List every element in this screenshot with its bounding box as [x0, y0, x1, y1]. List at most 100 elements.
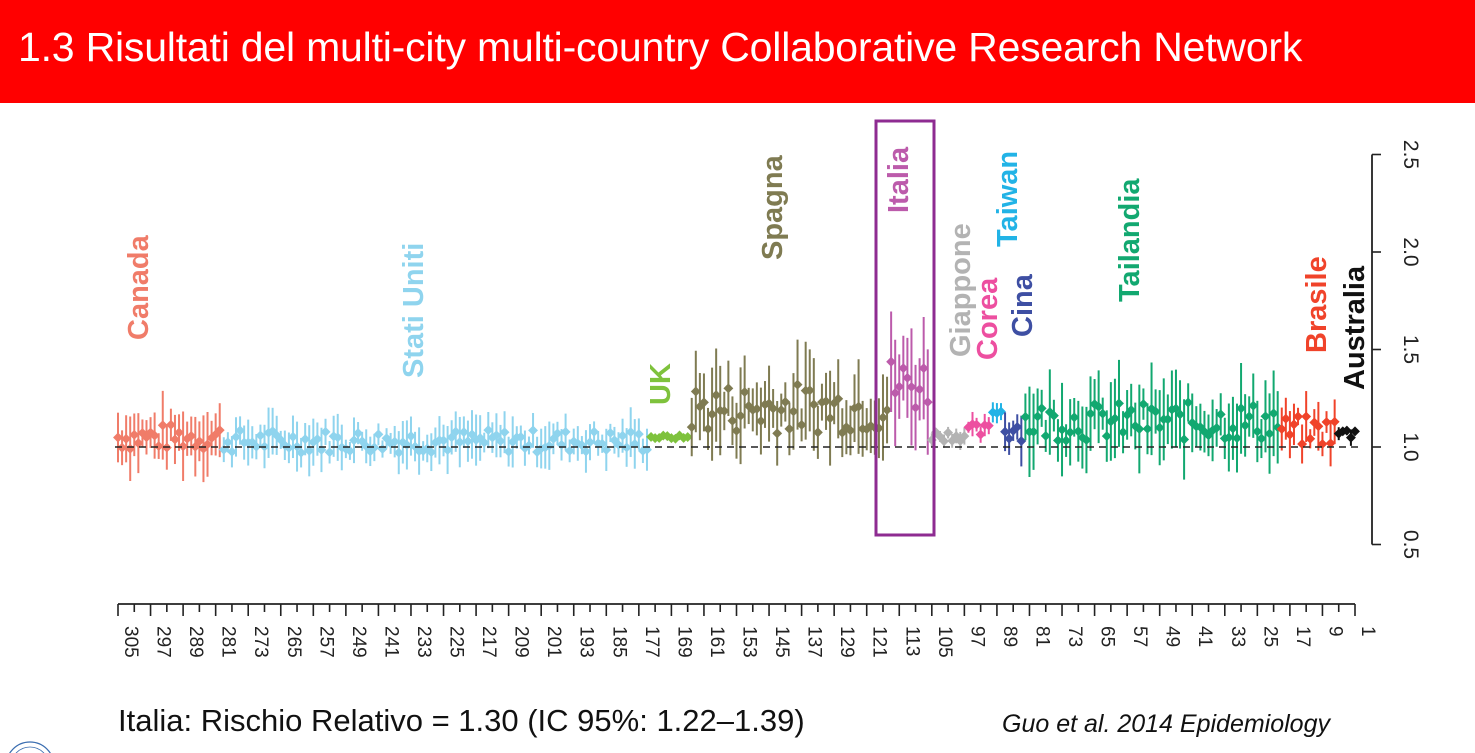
point-estimate	[1154, 422, 1165, 433]
point-estimate	[910, 402, 921, 413]
point-estimate	[1081, 435, 1092, 445]
point-estimate	[149, 430, 160, 441]
point-estimate	[544, 440, 555, 451]
point-estimate	[1329, 416, 1340, 427]
point-estimate	[462, 436, 473, 447]
x-tick-label: 97	[966, 626, 987, 647]
point-estimate	[833, 393, 844, 404]
point-estimate	[585, 437, 595, 448]
point-estimate	[698, 397, 709, 408]
point-estimate	[283, 442, 294, 453]
point-estimate	[1000, 426, 1011, 437]
x-tick-label: 153	[739, 626, 760, 658]
point-estimate	[1264, 428, 1275, 439]
point-estimate	[1114, 398, 1124, 409]
point-estimate	[690, 386, 701, 397]
point-estimate	[1284, 429, 1295, 440]
x-tick-label: 169	[673, 626, 694, 658]
point-estimate	[1325, 438, 1336, 449]
x-tick-label: 257	[315, 626, 336, 658]
point-estimate	[515, 432, 526, 442]
point-estimate	[1093, 401, 1104, 412]
country-label-brasile: Brasile	[1301, 256, 1333, 353]
italia-highlight-box	[874, 119, 936, 537]
point-estimate	[882, 405, 893, 415]
point-estimate	[1211, 422, 1222, 433]
point-estimate	[178, 441, 189, 452]
point-estimate	[1138, 399, 1149, 410]
x-tick-label: 145	[771, 626, 792, 658]
point-estimate	[454, 437, 465, 448]
point-estimate	[560, 426, 571, 437]
point-estimate	[906, 381, 917, 392]
point-estimate	[129, 429, 140, 440]
university-seal-logo	[0, 736, 60, 753]
point-estimate	[1101, 431, 1112, 442]
point-estimate	[1289, 419, 1299, 430]
point-estimate	[222, 437, 233, 448]
point-estimate	[1036, 403, 1047, 414]
point-estimate	[975, 429, 986, 440]
y-tick-label: 2.0	[1399, 237, 1422, 266]
point-estimate	[971, 419, 982, 430]
point-estimate	[133, 438, 144, 449]
point-estimate	[369, 442, 380, 453]
point-estimate	[1276, 424, 1287, 434]
x-tick-label: 201	[543, 626, 564, 658]
point-estimate	[349, 435, 359, 446]
point-estimate	[174, 427, 184, 438]
point-estimate	[804, 385, 815, 396]
point-estimate	[996, 406, 1006, 417]
point-estimate	[617, 430, 628, 441]
point-estimate	[939, 436, 949, 447]
point-estimate	[1126, 405, 1137, 416]
point-estimate	[1183, 397, 1194, 408]
point-estimate	[438, 435, 449, 446]
point-estimate	[1240, 420, 1251, 431]
point-estimate	[1061, 435, 1072, 446]
point-estimate	[983, 420, 994, 431]
point-estimate	[845, 425, 856, 436]
point-estimate	[719, 406, 730, 416]
point-estimate	[1150, 406, 1161, 417]
country-label-stati-uniti: Stati Uniti	[398, 243, 430, 378]
country-label-giappone: Giappone	[945, 223, 977, 357]
point-estimate	[943, 427, 954, 438]
point-estimate	[300, 434, 311, 445]
point-estimate	[723, 383, 734, 394]
point-estimate	[768, 403, 779, 414]
x-tick-label: 209	[511, 626, 532, 658]
point-estimate	[251, 441, 262, 452]
x-tick-label: 297	[153, 626, 174, 658]
point-estimate	[1040, 430, 1051, 441]
point-estimate	[1179, 434, 1190, 445]
point-estimate	[1085, 408, 1096, 419]
point-estimate	[808, 399, 819, 410]
point-estimate	[153, 441, 164, 452]
point-estimate	[739, 387, 750, 398]
point-estimate	[1341, 425, 1352, 436]
point-estimate	[170, 434, 180, 445]
point-estimate	[1065, 427, 1076, 438]
point-estimate	[772, 428, 783, 439]
point-estimate	[231, 431, 241, 442]
point-estimate	[373, 429, 384, 440]
point-estimate	[393, 447, 404, 458]
point-estimate	[1260, 411, 1271, 422]
x-tick-label: 217	[478, 626, 499, 658]
point-estimate	[296, 447, 307, 458]
point-estimate	[751, 403, 762, 414]
point-estimate	[792, 379, 803, 390]
x-tick-label: 33	[1227, 626, 1248, 647]
point-estimate	[788, 406, 799, 417]
point-estimate	[479, 437, 490, 448]
forest-plot-chart: 0.5 1.0 1.5 2.0 2.5 305 297 289 281 273 265 257 249 2…	[113, 119, 1422, 658]
point-estimate	[605, 427, 616, 438]
country-label-tailandia: Tailandia	[1114, 178, 1146, 302]
y-tick-label: 1.0	[1399, 432, 1422, 461]
point-estimate	[1280, 413, 1291, 424]
x-tick-label: 73	[1064, 626, 1085, 647]
point-estimate	[625, 427, 636, 438]
x-tick-label: 113	[901, 626, 922, 656]
point-estimate	[776, 405, 787, 416]
